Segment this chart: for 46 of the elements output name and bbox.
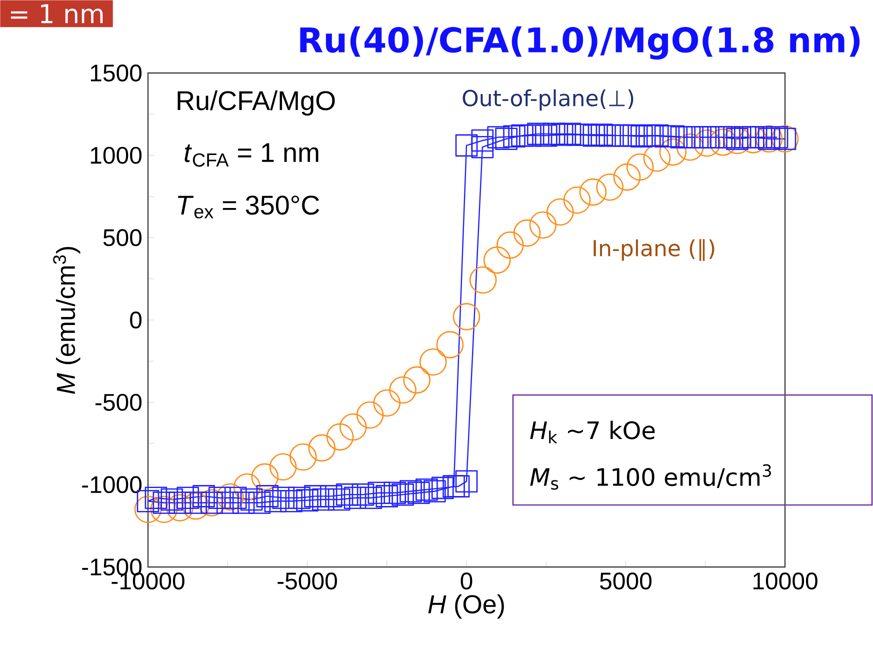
- y-tick-label: 0: [130, 312, 142, 328]
- point: [389, 376, 416, 404]
- point: [403, 366, 430, 394]
- point: [513, 219, 541, 247]
- point: [452, 303, 480, 330]
- point: [436, 331, 464, 358]
- point: [529, 211, 557, 239]
- annotation: t$_{CFA}$ = 1 nm: [184, 143, 318, 167]
- x-tick-label: 0: [460, 572, 472, 590]
- point: [613, 163, 641, 191]
- point: [483, 246, 511, 274]
- series-label: Out-of-plane(⊥): [462, 89, 634, 111]
- series-label: In-plane (∥): [594, 239, 714, 261]
- y-tick-label: 500: [103, 229, 142, 246]
- x-tick-label: 10000: [753, 572, 818, 590]
- x-tick-label: 5000: [600, 572, 652, 590]
- point: [496, 231, 524, 259]
- annotation: Ru/CFA/MgO: [178, 90, 335, 116]
- point: [563, 186, 591, 214]
- point: [326, 423, 354, 451]
- point: [469, 266, 497, 294]
- point: [269, 453, 297, 481]
- point: [308, 434, 336, 462]
- point: [579, 178, 607, 206]
- x-axis-title: H (Oe): [428, 594, 504, 619]
- y-axis-title: M (emu/cm$^{3}$): [53, 246, 80, 394]
- point: [134, 496, 162, 524]
- point: [419, 348, 447, 376]
- y-tick-label: 1500: [90, 64, 142, 82]
- point: [596, 173, 624, 201]
- y-tick-label: 1000: [90, 146, 142, 164]
- point: [546, 198, 574, 226]
- point: [356, 401, 384, 429]
- annotation: T$_{ex}$ = 350°C: [178, 196, 320, 218]
- point: [643, 144, 671, 172]
- annotation: H$_{k}$ ~7 kOe: [530, 420, 655, 444]
- x-tick-label: -5000: [278, 572, 337, 590]
- chart-title: Ru(40)/CFA(1.0)/MgO(1.8 nm): [300, 26, 860, 60]
- text: = 1 nm: [10, 4, 103, 24]
- point: [289, 443, 317, 471]
- annotation: M$_{s}$ ~ 1100 emu/cm$^{3}$: [530, 464, 771, 490]
- y-tick-label: -500: [96, 394, 142, 411]
- y-tick-label: -1000: [82, 476, 142, 494]
- point: [626, 153, 654, 181]
- point: [339, 413, 367, 441]
- point: [373, 389, 401, 417]
